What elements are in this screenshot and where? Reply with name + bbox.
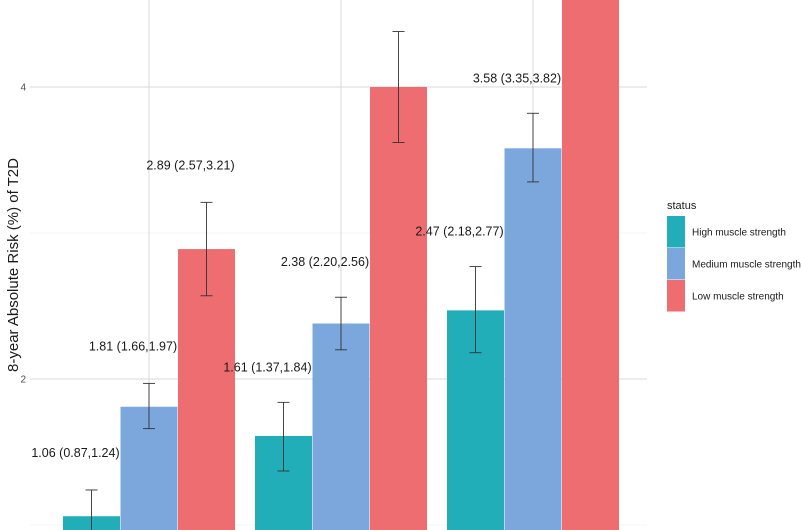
bar — [504, 148, 562, 530]
y-axis-title: 8-year Absolute Risk (%) of T2D — [5, 158, 22, 372]
data-labels: 1.06 (0.87,1.24) 1.61 (1.37,1.84) 2.47 (2.… — [31, 71, 561, 460]
data-label: 1.61 (1.37,1.84) — [223, 360, 311, 374]
y-tick-label: 2 — [20, 375, 26, 386]
bar — [562, 0, 619, 530]
data-label: 2.89 (2.57,3.21) — [146, 158, 234, 172]
legend-label: Medium muscle strength — [692, 260, 801, 271]
legend-label: Low muscle strength — [692, 292, 784, 303]
data-label: 1.06 (0.87,1.24) — [31, 446, 119, 460]
legend-key — [667, 280, 685, 312]
bar — [312, 323, 370, 530]
data-label: 1.81 (1.66,1.97) — [89, 339, 177, 353]
legend-key — [667, 216, 685, 248]
data-label: 3.58 (3.35,3.82) — [473, 71, 561, 85]
y-tick-label: 4 — [20, 83, 26, 94]
bars — [63, 0, 619, 530]
legend-title: status — [667, 200, 697, 212]
y-axis: 24 — [20, 83, 26, 386]
legend-label: High muscle strength — [692, 228, 786, 239]
legend-key — [667, 248, 685, 280]
legend: status High muscle strength Medium muscle… — [667, 200, 801, 312]
bar — [370, 87, 427, 530]
error-bars — [85, 31, 539, 530]
data-label: 2.47 (2.18,2.77) — [415, 225, 503, 239]
data-label: 2.38 (2.20,2.56) — [281, 255, 369, 269]
